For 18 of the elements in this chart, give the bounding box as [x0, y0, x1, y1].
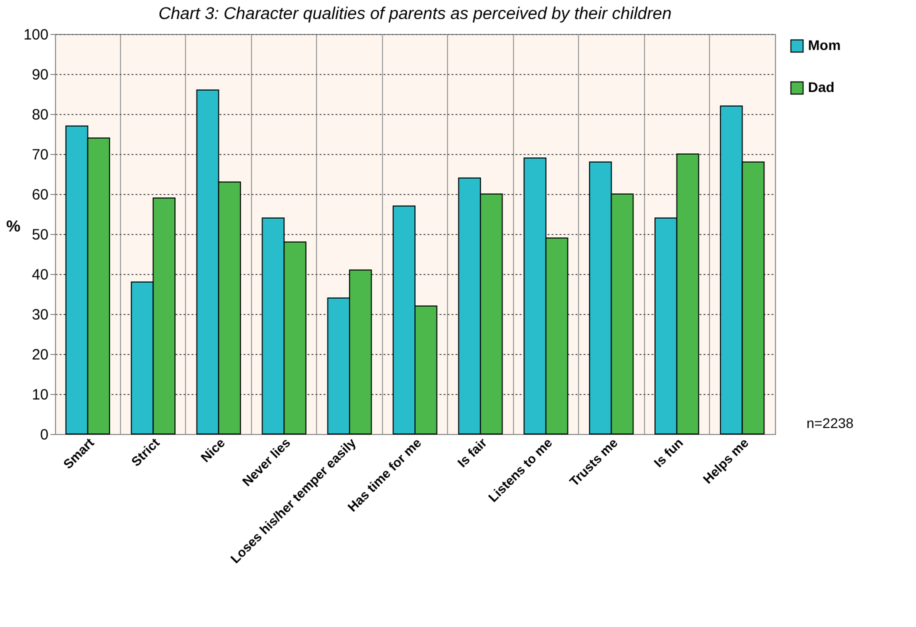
y-tick-label: 90	[32, 66, 48, 84]
legend-label: Mom	[808, 37, 841, 53]
y-tick-label: 30	[32, 306, 48, 324]
y-tick-label: 50	[32, 226, 48, 244]
chart-title: Chart 3: Character qualities of parents as perceived by their children	[158, 4, 672, 23]
y-tick-label: 80	[32, 106, 48, 124]
y-tick-label: 20	[32, 346, 48, 364]
y-tick-label: 40	[32, 266, 48, 284]
y-axis-title: %	[6, 218, 20, 236]
y-tick-label: 10	[32, 386, 48, 404]
y-tick-label: 60	[32, 186, 48, 204]
y-tick-label: 70	[32, 146, 48, 164]
x-tick-label: Is fair	[454, 435, 490, 470]
text: n=2238	[806, 415, 854, 431]
y-tick-label: 0	[40, 426, 48, 444]
y-tick-label: 100	[23, 26, 48, 44]
legend-label: Dad	[808, 79, 834, 95]
x-tick-label: Is fun	[650, 435, 686, 470]
